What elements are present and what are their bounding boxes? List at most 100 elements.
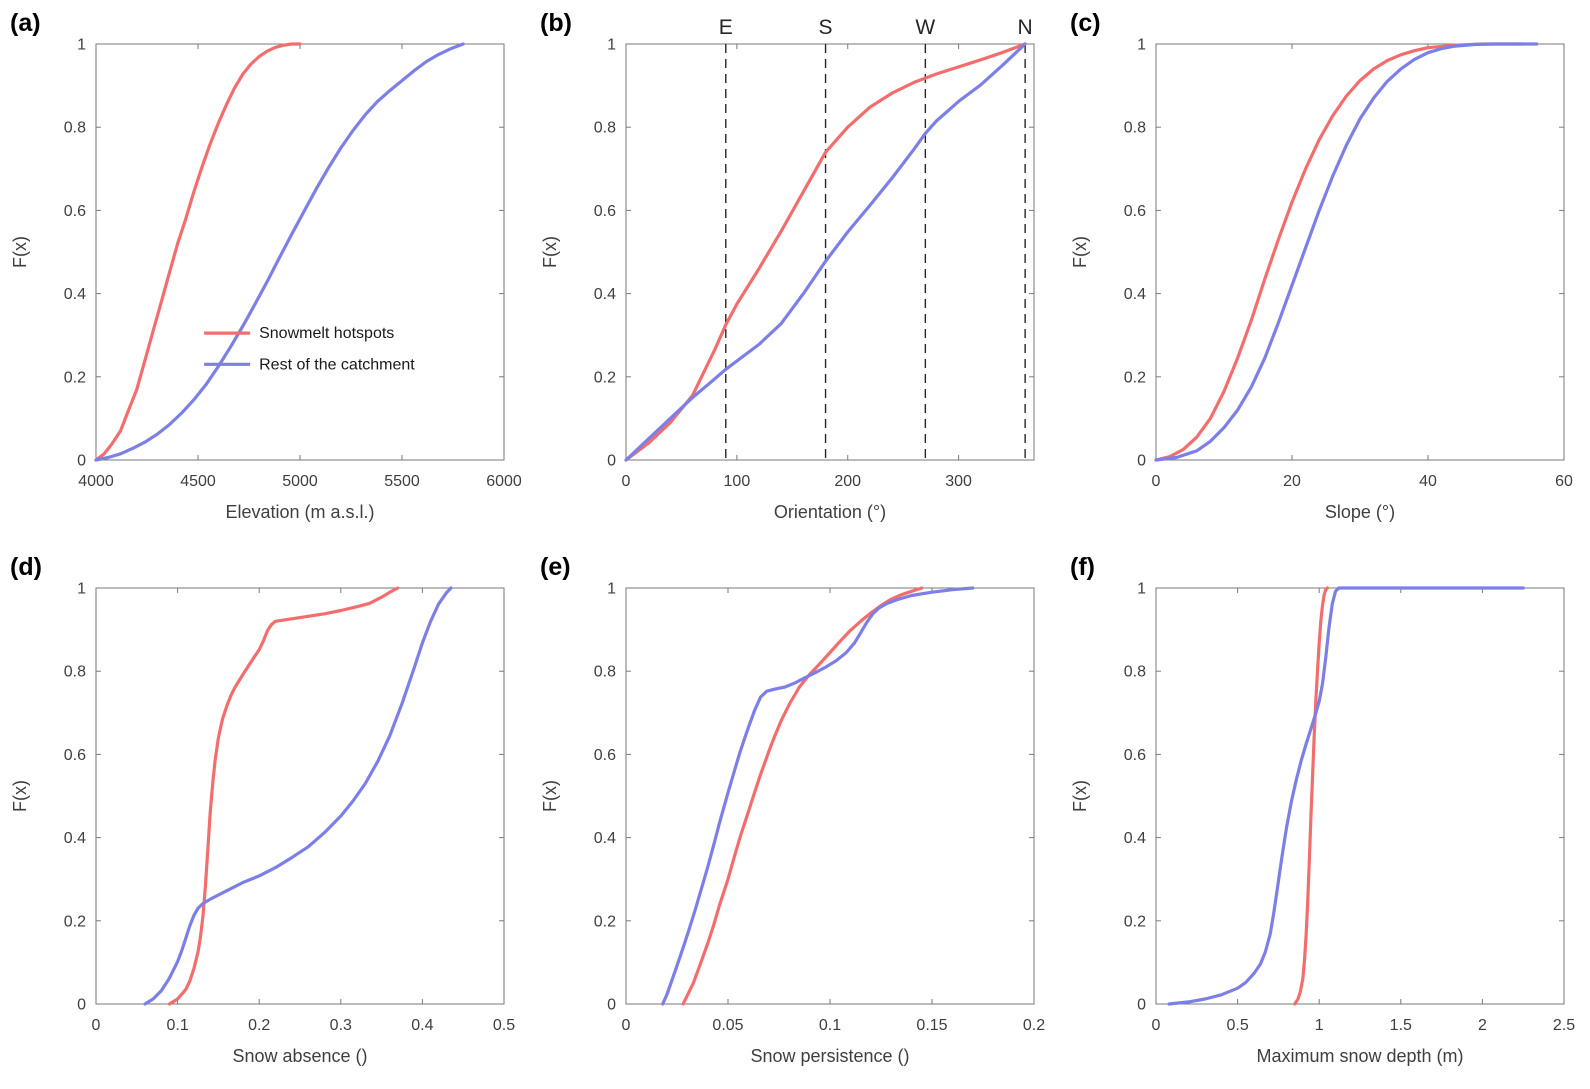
svg-text:2.5: 2.5 <box>1553 1017 1575 1034</box>
svg-text:(f): (f) <box>1070 553 1095 581</box>
svg-text:0.2: 0.2 <box>1023 1017 1045 1034</box>
svg-text:0.6: 0.6 <box>64 747 86 764</box>
svg-text:(a): (a) <box>10 9 41 37</box>
svg-text:0.4: 0.4 <box>64 286 86 303</box>
svg-text:0: 0 <box>607 453 616 470</box>
svg-text:1: 1 <box>1315 1017 1324 1034</box>
svg-text:Snow absence (): Snow absence () <box>232 1046 367 1066</box>
svg-text:1: 1 <box>77 581 86 598</box>
svg-text:4000: 4000 <box>78 473 114 490</box>
svg-text:0.1: 0.1 <box>819 1017 841 1034</box>
svg-text:(c): (c) <box>1070 9 1101 37</box>
svg-text:0.4: 0.4 <box>411 1017 433 1034</box>
svg-text:1: 1 <box>607 37 616 54</box>
chart-orientation-cdf: 0 100 200 300 0 0.2 0.4 0.6 0.8 1 E S W N Orientation … <box>540 9 1035 522</box>
svg-text:40: 40 <box>1419 473 1437 490</box>
svg-text:100: 100 <box>724 473 751 490</box>
panel-b-orientation: 0 100 200 300 0 0.2 0.4 0.6 0.8 1 E S W N Orientation … <box>530 0 1060 544</box>
svg-text:0.6: 0.6 <box>594 747 616 764</box>
svg-text:0.2: 0.2 <box>1124 369 1146 386</box>
svg-text:0.4: 0.4 <box>64 830 86 847</box>
svg-text:0: 0 <box>1137 997 1146 1014</box>
panel-a-elevation: 4000 4500 5000 5500 6000 0 0.2 0.4 0.6 0.8 1 Elevat… <box>0 0 530 544</box>
svg-text:F(x): F(x) <box>10 236 30 268</box>
svg-text:(d): (d) <box>10 553 42 581</box>
svg-text:1: 1 <box>1137 581 1146 598</box>
chart-slope-cdf: 0 20 40 60 0 0.2 0.4 0.6 0.8 1 Slope (°) F(x) (c) <box>1070 9 1573 522</box>
svg-text:0.2: 0.2 <box>64 913 86 930</box>
svg-text:0.8: 0.8 <box>1124 664 1146 681</box>
svg-text:1: 1 <box>1137 37 1146 54</box>
svg-text:0.8: 0.8 <box>64 120 86 137</box>
svg-text:0: 0 <box>1152 473 1161 490</box>
svg-text:0.4: 0.4 <box>1124 286 1146 303</box>
svg-text:0.2: 0.2 <box>1124 913 1146 930</box>
svg-text:0.8: 0.8 <box>1124 120 1146 137</box>
svg-text:0.5: 0.5 <box>493 1017 515 1034</box>
svg-text:1.5: 1.5 <box>1390 1017 1412 1034</box>
svg-text:0: 0 <box>607 997 616 1014</box>
svg-text:300: 300 <box>945 473 972 490</box>
panel-d-snow-absence: 0 0.1 0.2 0.3 0.4 0.5 0 0.2 0.4 0.6 0.8 1 Snow absen… <box>0 544 530 1088</box>
svg-text:(e): (e) <box>540 553 571 581</box>
panel-f-max-snow-depth: 0 0.5 1 1.5 2 2.5 0 0.2 0.4 0.6 0.8 1 Maximum snow d… <box>1060 544 1590 1088</box>
svg-text:0: 0 <box>77 997 86 1014</box>
svg-text:0.8: 0.8 <box>64 664 86 681</box>
chart-snow-absence-cdf: 0 0.1 0.2 0.3 0.4 0.5 0 0.2 0.4 0.6 0.8 1 Snow absen… <box>10 553 515 1066</box>
svg-text:E: E <box>719 16 733 39</box>
svg-text:5000: 5000 <box>282 473 318 490</box>
svg-text:S: S <box>819 16 833 39</box>
svg-text:0.6: 0.6 <box>594 203 616 220</box>
svg-text:0: 0 <box>77 453 86 470</box>
svg-text:0.2: 0.2 <box>594 913 616 930</box>
svg-text:F(x): F(x) <box>540 236 560 268</box>
svg-text:0: 0 <box>622 473 631 490</box>
svg-text:0.2: 0.2 <box>594 369 616 386</box>
chart-max-snow-depth-cdf: 0 0.5 1 1.5 2 2.5 0 0.2 0.4 0.6 0.8 1 Maximum snow d… <box>1070 553 1575 1066</box>
svg-text:0.2: 0.2 <box>64 369 86 386</box>
svg-text:200: 200 <box>834 473 861 490</box>
svg-text:0.4: 0.4 <box>594 286 616 303</box>
svg-text:2: 2 <box>1478 1017 1487 1034</box>
svg-text:(b): (b) <box>540 9 572 37</box>
svg-text:0: 0 <box>1137 453 1146 470</box>
svg-text:Snow persistence (): Snow persistence () <box>750 1046 909 1066</box>
svg-text:0.4: 0.4 <box>1124 830 1146 847</box>
svg-text:N: N <box>1018 16 1033 39</box>
svg-text:0.6: 0.6 <box>1124 203 1146 220</box>
svg-text:4500: 4500 <box>180 473 216 490</box>
svg-text:0.5: 0.5 <box>1226 1017 1248 1034</box>
svg-text:Rest of the catchment: Rest of the catchment <box>259 356 415 373</box>
svg-text:Slope (°): Slope (°) <box>1325 502 1395 522</box>
panel-e-snow-persistence: 0 0.05 0.1 0.15 0.2 0 0.2 0.4 0.6 0.8 1 Snow persis… <box>530 544 1060 1088</box>
svg-text:Maximum snow depth (m): Maximum snow depth (m) <box>1256 1046 1463 1066</box>
chart-elevation-cdf: 4000 4500 5000 5500 6000 0 0.2 0.4 0.6 0.8 1 Elevat… <box>10 9 522 522</box>
svg-text:1: 1 <box>607 581 616 598</box>
svg-text:Snowmelt hotspots: Snowmelt hotspots <box>259 325 394 342</box>
chart-snow-persistence-cdf: 0 0.05 0.1 0.15 0.2 0 0.2 0.4 0.6 0.8 1 Snow persis… <box>540 553 1045 1066</box>
svg-text:Orientation (°): Orientation (°) <box>774 502 886 522</box>
svg-text:0.2: 0.2 <box>248 1017 270 1034</box>
svg-text:0.6: 0.6 <box>1124 747 1146 764</box>
svg-text:20: 20 <box>1283 473 1301 490</box>
svg-text:6000: 6000 <box>486 473 522 490</box>
svg-text:0.4: 0.4 <box>594 830 616 847</box>
svg-text:0.3: 0.3 <box>330 1017 352 1034</box>
svg-text:0.15: 0.15 <box>916 1017 947 1034</box>
svg-text:F(x): F(x) <box>540 780 560 812</box>
svg-text:Elevation (m a.s.l.): Elevation (m a.s.l.) <box>225 502 374 522</box>
svg-text:0.8: 0.8 <box>594 664 616 681</box>
svg-text:0: 0 <box>1152 1017 1161 1034</box>
svg-text:1: 1 <box>77 37 86 54</box>
svg-text:0.1: 0.1 <box>166 1017 188 1034</box>
svg-text:60: 60 <box>1555 473 1573 490</box>
svg-text:F(x): F(x) <box>1070 780 1090 812</box>
svg-text:0.6: 0.6 <box>64 203 86 220</box>
svg-text:F(x): F(x) <box>10 780 30 812</box>
svg-text:0: 0 <box>92 1017 101 1034</box>
svg-text:5500: 5500 <box>384 473 420 490</box>
svg-text:F(x): F(x) <box>1070 236 1090 268</box>
panel-c-slope: 0 20 40 60 0 0.2 0.4 0.6 0.8 1 Slope (°) F(x) (c) <box>1060 0 1590 544</box>
svg-text:0: 0 <box>622 1017 631 1034</box>
